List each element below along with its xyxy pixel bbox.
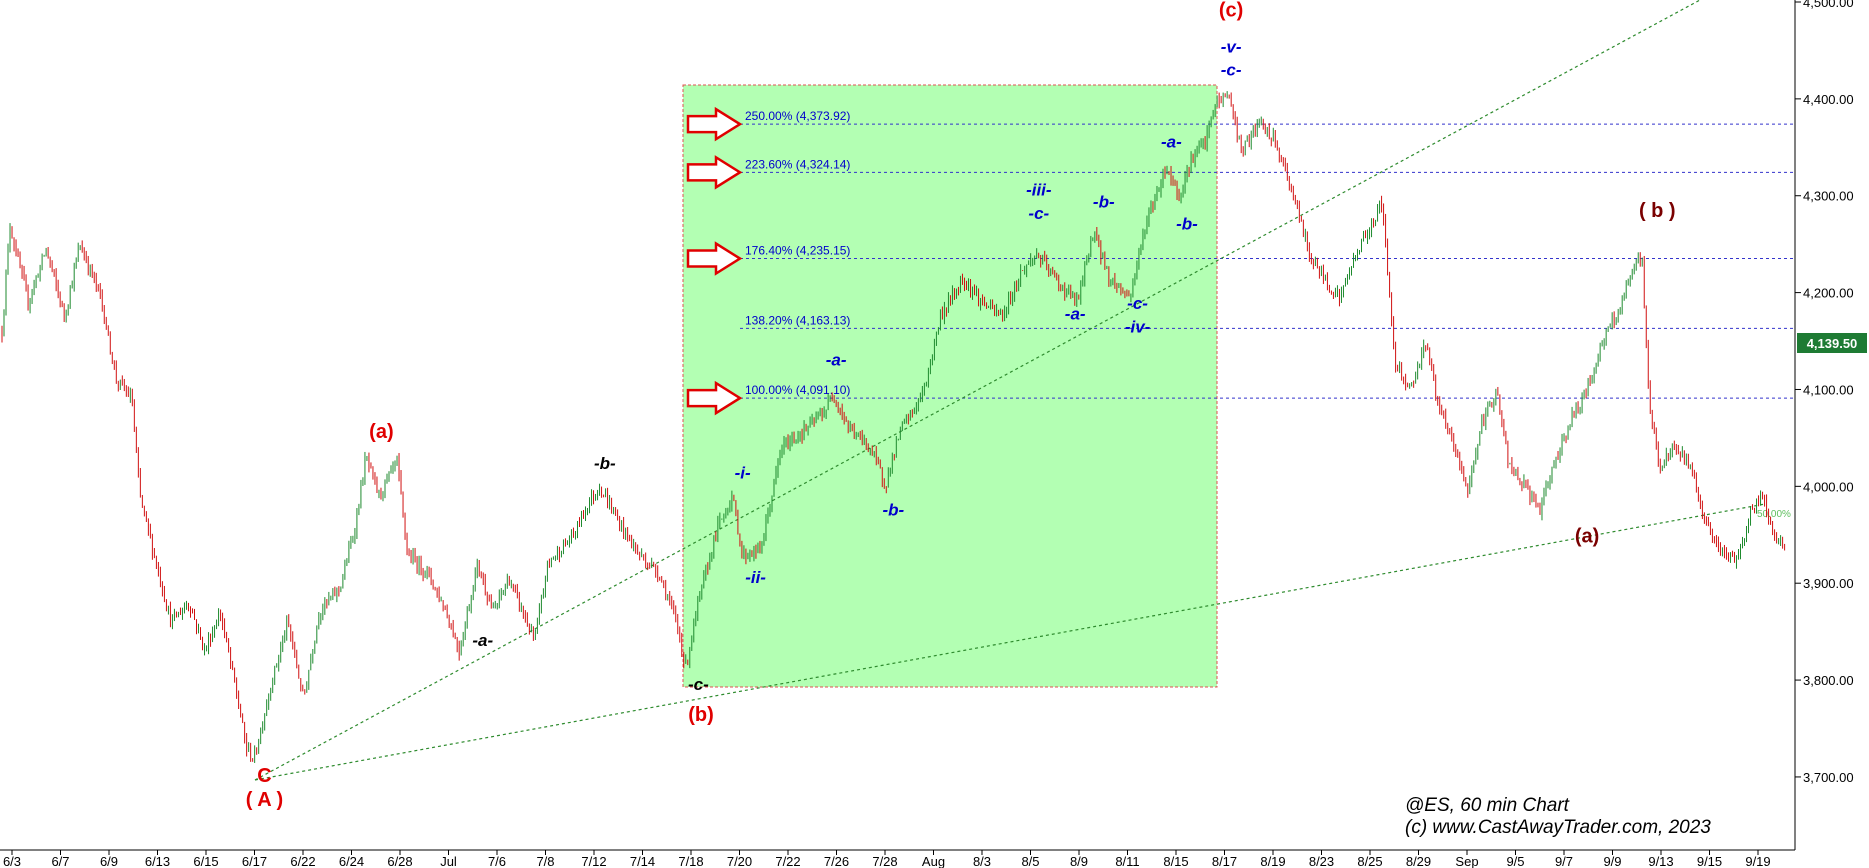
upper-channel-line: [254, 0, 1701, 781]
wave-label: ( A ): [246, 789, 283, 811]
x-tick-label: 6/28: [387, 854, 412, 868]
x-tick-label: 7/6: [488, 854, 506, 868]
wave-label: -b-: [882, 500, 904, 519]
wave-label: -c-: [688, 675, 709, 694]
y-tick-label: 4,500.00: [1803, 0, 1854, 10]
fib-arrow-icon: [686, 241, 743, 276]
trend-lines: [254, 0, 1766, 781]
chart-caption: @ES, 60 min Chart: [1405, 795, 1570, 816]
x-tick-label: 7/12: [581, 854, 606, 868]
fib-level-label: 100.00% (4,091.10): [745, 383, 850, 397]
wave-label: C: [257, 765, 271, 787]
wave-label: -c-: [1028, 204, 1049, 223]
wave-label: (b): [688, 704, 714, 726]
x-tick-label: Aug: [922, 854, 945, 868]
x-tick-label: 6/7: [51, 854, 69, 868]
wave-label: -iii-: [1026, 181, 1052, 200]
wave-label: (c): [1219, 0, 1243, 22]
x-tick-label: 6/15: [193, 854, 218, 868]
x-tick-label: 8/19: [1260, 854, 1285, 868]
fib-arrow-icon: [686, 380, 743, 416]
fib-level-label: 223.60% (4,324.14): [745, 157, 850, 171]
x-tick-label: 9/13: [1648, 854, 1673, 868]
x-tick-label: Jul: [440, 854, 457, 868]
last-price-label: 4,139.50: [1807, 336, 1858, 351]
x-tick-label: 8/17: [1212, 854, 1237, 868]
wave-label: -a-: [472, 631, 493, 650]
wave-label: -c-: [1127, 294, 1148, 313]
fib-level-label: 250.00% (4,373.92): [745, 109, 850, 123]
x-tick-label: 8/11: [1115, 854, 1139, 868]
fibonacci-levels: 250.00% (4,373.92) 223.60% (4,324.14) 176.…: [686, 106, 1795, 416]
x-tick-label: 8/5: [1021, 854, 1039, 868]
x-tick-label: 6/17: [242, 854, 267, 868]
copyright-text: (c) www.CastAwayTrader.com, 2023: [1405, 817, 1711, 838]
wave-label: -iv-: [1125, 317, 1151, 336]
x-tick-label: 7/20: [727, 854, 752, 868]
x-tick-label: 7/8: [536, 854, 554, 868]
wave-label: -b-: [594, 454, 616, 473]
x-tick-label: 9/15: [1697, 854, 1722, 868]
x-tick-label: 9/7: [1555, 854, 1573, 868]
x-tick-label: 7/14: [630, 854, 655, 868]
candlesticks: [1, 91, 1786, 763]
x-tick-label: 8/3: [973, 854, 991, 868]
x-tick-label: 7/18: [678, 854, 703, 868]
last-price-bg: [1797, 333, 1867, 353]
wave-label: -a-: [1161, 132, 1182, 151]
y-tick-label: 4,400.00: [1803, 92, 1854, 107]
wave-highlight-box: [682, 84, 1218, 688]
x-tick-label: 9/19: [1745, 854, 1770, 868]
wave-label: ( b ): [1639, 200, 1676, 222]
y-tick-label: 4,100.00: [1803, 382, 1854, 397]
x-tick-label: 7/22: [775, 854, 800, 868]
y-tick-label: 4,300.00: [1803, 189, 1854, 204]
y-axis: 4,500.00 4,400.00 4,300.00 4,200.00 4,100.00…: [1795, 0, 1854, 785]
fib-level-label: 138.20% (4,163.13): [745, 313, 850, 327]
x-tick-label: 8/23: [1309, 854, 1334, 868]
x-tick-label: 9/9: [1603, 854, 1621, 868]
y-tick-label: 4,200.00: [1803, 286, 1854, 301]
channel-percent-label: 50.00%: [1757, 509, 1791, 520]
x-tick-label: Sep: [1455, 854, 1478, 868]
lower-channel-line: [254, 503, 1766, 781]
y-tick-label: 3,900.00: [1803, 576, 1854, 591]
x-tick-label: 8/9: [1070, 854, 1088, 868]
x-tick-label: 6/3: [3, 854, 21, 868]
x-tick-label: 6/24: [339, 854, 364, 868]
fib-level-label: 176.40% (4,235.15): [745, 244, 850, 258]
wave-label: -ii-: [745, 568, 766, 587]
y-tick-label: 3,700.00: [1803, 770, 1854, 785]
wave-label: -b-: [1093, 192, 1115, 211]
wave-label: (a): [1575, 526, 1599, 548]
x-axis: 6/3 6/7 6/9 6/13 6/15 6/17 6/22 6/24 6/28 Jul 7/6 7…: [3, 850, 1771, 868]
x-tick-label: 8/29: [1406, 854, 1431, 868]
x-axis-panel: [0, 850, 1869, 868]
wave-label: -i-: [735, 464, 751, 483]
x-tick-label: 8/25: [1357, 854, 1382, 868]
y-axis-panel: [1795, 0, 1869, 868]
x-tick-label: 6/22: [290, 854, 315, 868]
wave-label: -a-: [826, 350, 847, 369]
x-tick-label: 6/9: [100, 854, 118, 868]
wave-label: -v-: [1221, 37, 1242, 56]
x-tick-label: 6/13: [145, 854, 170, 868]
x-tick-label: 8/15: [1163, 854, 1188, 868]
wave-label: -a-: [1065, 305, 1086, 324]
fib-arrow-icon: [686, 155, 743, 190]
y-tick-label: 3,800.00: [1803, 673, 1854, 688]
x-tick-label: 9/5: [1506, 854, 1524, 868]
fib-arrow-icon: [686, 106, 743, 142]
x-tick-label: 7/26: [824, 854, 849, 868]
last-price-badge: 4,139.50: [1797, 333, 1867, 353]
wave-label: -c-: [1221, 61, 1242, 80]
wave-labels: (c) -v- -c- -a- -b- -iii- -c- -b- -a- -c- -iv- -a- -…: [246, 0, 1676, 811]
x-tick-label: 7/28: [872, 854, 897, 868]
y-tick-label: 4,000.00: [1803, 479, 1854, 494]
wave-label: (a): [369, 421, 393, 443]
wave-label: -b-: [1176, 215, 1198, 234]
